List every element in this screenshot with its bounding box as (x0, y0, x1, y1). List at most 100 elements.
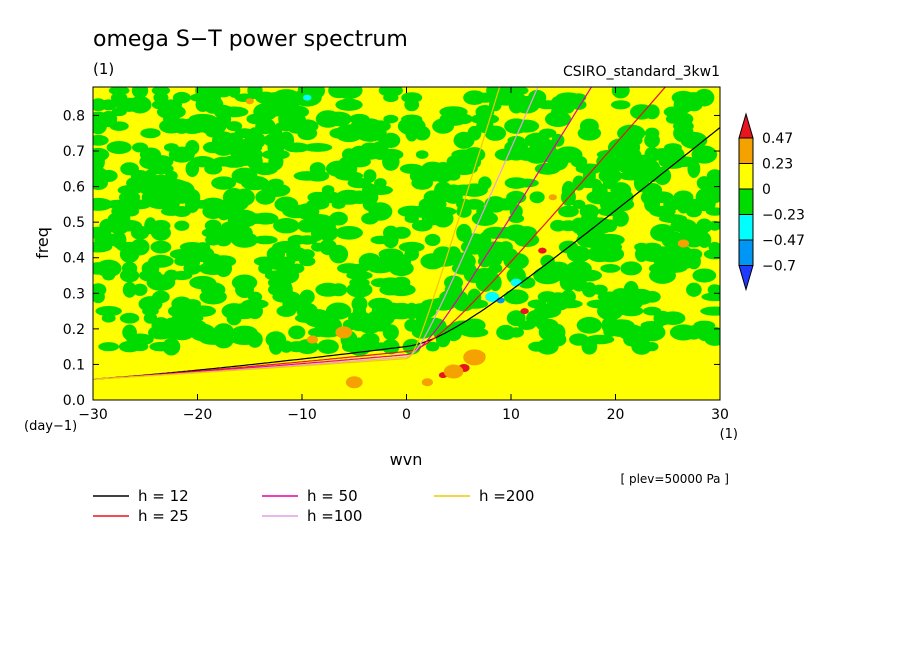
field-cell-negative (383, 114, 399, 124)
field-cell-negative (576, 316, 603, 334)
field-anomaly (548, 194, 557, 201)
colorbar-label: −0.23 (762, 208, 805, 224)
field-cell-negative (680, 131, 708, 149)
colorbar-segment (738, 188, 754, 215)
field-cell-negative (93, 134, 109, 146)
field-cell-negative (252, 212, 279, 225)
field-cell-negative (148, 163, 174, 175)
field-cell-negative (508, 327, 524, 338)
field-cell-negative (131, 87, 149, 99)
y-tick-label: 0.1 (63, 357, 85, 373)
field-cell-negative (405, 124, 419, 142)
field-cell-negative (691, 145, 718, 164)
field-anomaly (463, 349, 486, 366)
y-unit-label: (day−1) (24, 419, 77, 434)
field-cell-negative (93, 152, 105, 171)
field-cell-negative (386, 283, 416, 297)
y-tick-label: 0.8 (63, 108, 85, 124)
x-tick-label: 30 (711, 407, 729, 423)
field-cell-negative (299, 289, 315, 305)
field-cell-negative (514, 119, 540, 133)
field-cell-negative (514, 232, 540, 248)
field-cell-negative (538, 128, 557, 139)
field-cell-negative (315, 327, 342, 338)
field-cell-negative (382, 152, 400, 171)
field-cell-negative (288, 325, 306, 340)
field-anomaly (306, 335, 319, 344)
field-cell-negative (230, 232, 259, 248)
field-cell-negative (325, 302, 352, 320)
field-cell-negative (268, 153, 284, 171)
y-axis-title: freq (33, 227, 52, 259)
field-cell-negative (705, 207, 720, 216)
field-cell-negative (581, 282, 597, 298)
field-cell-negative (346, 281, 373, 298)
x-tick-label: −20 (183, 407, 213, 423)
field-cell-negative (383, 93, 399, 103)
field-cell-negative (591, 284, 608, 295)
axes: −30 −20 −10 0 10 20 30 0.0 0.1 0.2 0.3 0.4 0.5 0.6 0.7… (63, 87, 729, 423)
colorbar-label: −0.7 (762, 259, 796, 275)
field-cell-negative (585, 334, 615, 345)
field-cell-negative (708, 220, 720, 231)
field-cell-negative (240, 175, 270, 191)
field-cell-negative (126, 333, 154, 346)
field-cell-negative (696, 218, 713, 233)
field-cell-negative (120, 206, 140, 217)
field-cell-negative (707, 284, 720, 296)
colorbar-label: 0.23 (762, 157, 793, 173)
x-tick-label: 0 (402, 407, 411, 423)
field-cell-negative (122, 281, 137, 298)
field-cell-negative (554, 299, 583, 309)
field-cell-negative (93, 290, 105, 304)
x-tick-label: −10 (287, 407, 317, 423)
field-cell-negative (638, 323, 666, 342)
field-cell-negative (433, 169, 453, 183)
field-anomaly (345, 376, 363, 389)
field-cell-negative (692, 268, 717, 283)
field-cell-negative (707, 191, 720, 204)
legend: h = 12 h = 25 h = 50 h =100 h =200 (93, 487, 534, 525)
field-cell-negative (558, 205, 579, 218)
field-cell-negative (108, 87, 130, 96)
field-cell-negative (503, 289, 529, 305)
field-cell-negative (517, 276, 536, 289)
field-cell-negative (368, 202, 393, 221)
field-cell-negative (346, 271, 373, 280)
field-cell-negative (109, 121, 129, 131)
field-cell-negative (660, 311, 686, 325)
field-cell-negative (140, 128, 161, 139)
colorbar-label: 0.47 (762, 131, 793, 147)
field-cell-negative (131, 342, 149, 352)
field-cell-negative (644, 104, 660, 120)
field-cell-negative (306, 170, 330, 182)
field-anomaly (510, 278, 522, 287)
y-tick-label: 0.4 (63, 251, 85, 267)
field-cell-negative (219, 106, 249, 118)
field-cell-negative (284, 105, 310, 119)
field-cell-negative (283, 142, 310, 153)
field-cell-negative (246, 302, 263, 320)
y-tick-label: 0.6 (63, 180, 85, 196)
field-cell-negative (544, 111, 572, 128)
field-cell-negative (225, 121, 243, 132)
field-cell-negative (488, 274, 502, 292)
field-cell-negative (382, 338, 400, 355)
legend-label: h = 50 (307, 487, 358, 505)
field-cell-negative (100, 99, 118, 111)
field-cell-negative (577, 125, 602, 141)
field-anomaly (303, 94, 312, 101)
chart-title: omega S−T power spectrum (93, 27, 408, 52)
field-cell-negative (576, 269, 602, 282)
field-cell-negative (571, 99, 587, 110)
field-cell-negative (335, 98, 363, 111)
x-tick-label: 10 (502, 407, 520, 423)
colorbar-segment (738, 214, 754, 241)
field-cell-negative (381, 132, 401, 148)
field-cell-negative (571, 93, 587, 103)
field-cell-negative (382, 324, 399, 341)
field-cell-negative (199, 289, 227, 305)
field-cell-negative (653, 166, 672, 186)
field-cell-negative (314, 191, 342, 204)
